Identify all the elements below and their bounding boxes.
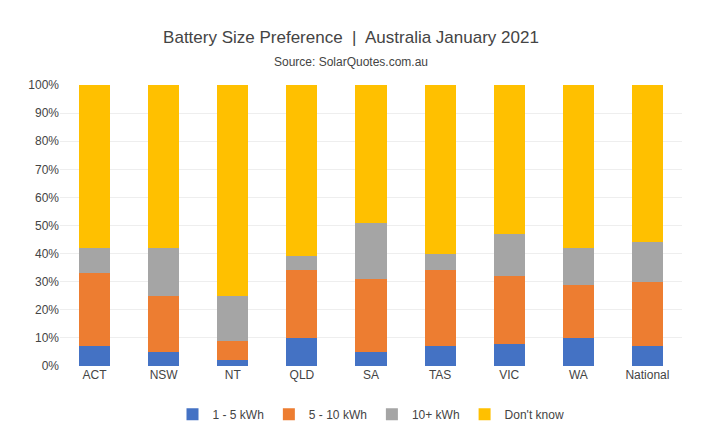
svg-text:10%: 10% (35, 331, 59, 345)
svg-text:TAS: TAS (429, 368, 451, 382)
svg-text:National: National (625, 368, 669, 382)
svg-text:40%: 40% (35, 247, 59, 261)
svg-text:10+ kWh: 10+ kWh (412, 408, 460, 422)
svg-text:70%: 70% (35, 163, 59, 177)
svg-text:Don't know: Don't know (505, 408, 564, 422)
svg-text:NSW: NSW (150, 368, 179, 382)
svg-text:100%: 100% (28, 78, 59, 92)
svg-text:Battery Size Preference | Au: Battery Size Preference | Australia Janu… (163, 28, 539, 47)
svg-text:50%: 50% (35, 219, 59, 233)
svg-text:SA: SA (363, 368, 379, 382)
svg-text:WA: WA (569, 368, 588, 382)
svg-text:1 - 5 kWh: 1 - 5 kWh (213, 408, 264, 422)
svg-text:60%: 60% (35, 191, 59, 205)
svg-text:VIC: VIC (499, 368, 519, 382)
svg-text:Source: SolarQuotes.com.au: Source: SolarQuotes.com.au (274, 55, 428, 69)
svg-text:20%: 20% (35, 303, 59, 317)
svg-text:ACT: ACT (83, 368, 108, 382)
svg-text:0%: 0% (42, 359, 60, 373)
svg-text:QLD: QLD (290, 368, 315, 382)
svg-text:5 - 10 kWh: 5 - 10 kWh (309, 408, 367, 422)
svg-text:30%: 30% (35, 275, 59, 289)
svg-text:80%: 80% (35, 134, 59, 148)
svg-text:NT: NT (225, 368, 242, 382)
svg-text:90%: 90% (35, 106, 59, 120)
